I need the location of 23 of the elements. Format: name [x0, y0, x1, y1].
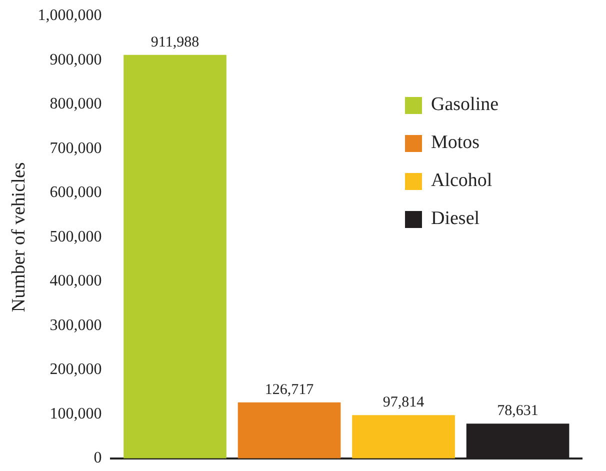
y-tick-label: 600,000 — [50, 184, 102, 202]
data-label: 126,717 — [264, 382, 314, 398]
y-axis-title: Number of vehicles — [8, 162, 30, 312]
legend-label: Gasoline — [431, 94, 499, 116]
bar — [352, 415, 455, 458]
legend-label: Diesel — [431, 208, 480, 230]
y-tick-label: 0 — [94, 450, 102, 467]
legend-label: Alcohol — [431, 170, 492, 192]
data-label: 97,814 — [382, 394, 425, 411]
y-tick-label: 500,000 — [50, 228, 102, 246]
y-tick-label: 700,000 — [50, 140, 102, 157]
y-tick-label: 100,000 — [50, 405, 102, 422]
y-tick-label: 1,000,000 — [38, 7, 102, 24]
y-tick-label: 800,000 — [50, 96, 102, 113]
bar — [238, 402, 341, 458]
bar — [124, 54, 226, 458]
legend-label: Motos — [431, 132, 480, 154]
y-tick-label: 200,000 — [50, 361, 102, 378]
y-tick-label: 300,000 — [50, 316, 102, 334]
y-tick-label: 400,000 — [50, 272, 102, 290]
y-tick-label: 900,000 — [50, 51, 102, 68]
data-label: 911,988 — [150, 34, 200, 50]
data-label: 78,631 — [497, 403, 538, 420]
